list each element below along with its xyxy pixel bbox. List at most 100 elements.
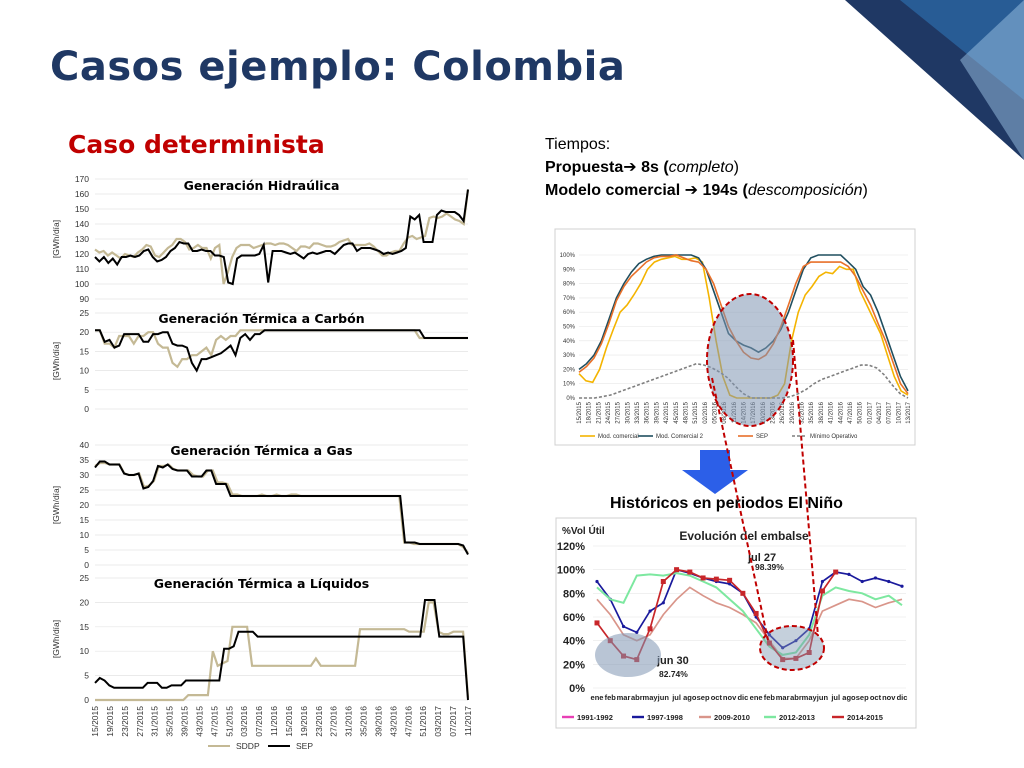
y-tick-label: 15 (80, 346, 90, 356)
y-tick-label: 60% (563, 612, 585, 624)
y-tick-label: 20 (80, 597, 90, 607)
legend-label: 2014-2015 (847, 713, 883, 722)
y-axis-label: [GWh/día] (51, 220, 61, 258)
chart-title: Generación Térmica a Carbón (158, 311, 364, 326)
x-tick-label: 07/2017 (887, 401, 893, 423)
y-tick-label: 30% (563, 353, 576, 359)
x-tick-label: feb (764, 693, 776, 702)
y-tick-label: 5 (84, 385, 89, 395)
series-line (596, 568, 903, 649)
x-tick-label: 32/2016 (800, 401, 806, 423)
data-point (753, 610, 759, 616)
data-point (635, 630, 639, 634)
annotation-value: 98.39% (755, 562, 784, 572)
data-point (700, 575, 706, 581)
x-tick-label: 47/2016 (848, 401, 854, 423)
x-tick-label: 50/2016 (858, 401, 864, 423)
x-tick-label: 15/2015 (90, 706, 100, 737)
data-point (661, 601, 665, 605)
panel-coal: 0 5 10 15 20 25 [GWh/día] Generación Térmica a … (51, 308, 468, 414)
x-tick-label: oct (870, 693, 882, 702)
series-line-sep (94, 460, 469, 555)
y-tick-label: 25 (80, 485, 90, 495)
section-subtitle: Caso determinista (68, 130, 325, 159)
x-tick-label: jul (671, 693, 681, 702)
x-tick-label: sep (856, 693, 869, 702)
x-tick-label: nov (882, 693, 896, 702)
page-title: Casos ejemplo: Colombia (50, 44, 626, 90)
data-point (621, 624, 626, 629)
data-point (833, 569, 839, 575)
y-tick-label: 25 (80, 573, 90, 583)
x-tick-label: 19/2015 (105, 706, 115, 737)
y-tick-label: 10 (80, 646, 90, 656)
x-tick-label: 30/2015 (625, 401, 631, 423)
x-tick-label: 51/2015 (224, 706, 234, 737)
legend-label: Mod. comercial (598, 434, 639, 440)
y-tick-label: 10 (80, 530, 90, 540)
x-tick-label: jun (816, 693, 829, 702)
data-point (595, 579, 599, 584)
series-line-sep (94, 599, 469, 701)
x-tick-label: 11/2017 (463, 706, 473, 736)
y-tick-label: 120% (557, 541, 585, 553)
arrow-right-icon: ➔ (684, 182, 698, 199)
x-tick-label: abr (790, 693, 802, 702)
y-tick-label: 100 (75, 279, 89, 289)
chart-frame (555, 517, 917, 729)
data-point (767, 633, 771, 637)
times-block: Tiempos: Propuesta➔ 8s (completo) Modelo… (545, 133, 868, 202)
legend-label: Mod. Comercial 2 (656, 434, 704, 440)
x-tick-label: 15/2016 (284, 706, 294, 737)
legend-label: 2012-2013 (779, 713, 815, 722)
y-tick-label: 5 (84, 671, 89, 681)
historical-title: Históricos en periodos El Niño (610, 495, 843, 512)
connector-line (792, 339, 819, 637)
y-tick-label: 140 (75, 219, 89, 229)
x-tick-label: 23/2015 (120, 706, 130, 737)
y-axis-label: %Vol Útil (562, 524, 605, 537)
data-point (713, 576, 719, 582)
x-tick-label: 24/2015 (606, 401, 612, 423)
x-tick-label: 51/2015 (693, 401, 699, 423)
connector-line (711, 377, 769, 641)
annotation-value: 82.74% (659, 669, 688, 679)
data-point (594, 620, 600, 626)
x-tick-label: 27/2015 (616, 401, 622, 423)
y-tick-label: 40% (563, 339, 576, 345)
x-tick-label: may (643, 693, 659, 702)
y-axis-label: [GWh/día] (51, 620, 61, 658)
x-tick-label: 26/2016 (780, 401, 786, 423)
y-tick-label: 40% (563, 636, 585, 648)
x-tick-label: sep (697, 693, 710, 702)
series-line (596, 572, 903, 656)
y-axis-label: [GWh/día] (51, 486, 61, 524)
x-tick-label: ene (591, 693, 604, 702)
y-tick-label: 110 (75, 264, 89, 274)
panel-gas: 0 5 10 15 20 25 30 35 40 [GWh/día] Generación Térm… (51, 440, 469, 570)
y-tick-label: 15 (80, 515, 90, 525)
down-arrow-icon (682, 450, 748, 494)
x-tick-label: 42/2015 (664, 401, 670, 423)
y-tick-label: 20% (563, 367, 576, 373)
x-tick-label: 51/2016 (418, 706, 428, 737)
highlight-ellipse (706, 293, 794, 427)
y-axis-label: [GWh/día] (51, 342, 61, 380)
x-tick-label: 13/2017 (906, 401, 912, 423)
legend-label: Mínimo Operativo (810, 434, 858, 440)
x-tick-label: 11/2016 (269, 706, 279, 736)
y-tick-label: 0 (84, 695, 89, 705)
x-tick-label: dic (737, 693, 748, 702)
arrow-right-icon: ➔ (623, 159, 637, 176)
chart-title: Generación Térmica a Líquidos (154, 576, 369, 591)
x-tick-label: 31/2015 (150, 706, 160, 737)
data-point (793, 655, 799, 661)
data-point (847, 572, 851, 577)
x-tick-label: 39/2015 (180, 706, 190, 737)
legend-label: SDDP (236, 741, 260, 751)
y-tick-label: 100% (557, 565, 585, 577)
chart-title: Evolución del embalse (679, 529, 809, 543)
y-tick-label: 90 (80, 294, 90, 304)
annotation-label: jul 27 (747, 552, 776, 564)
y-tick-label: 25 (80, 308, 90, 318)
